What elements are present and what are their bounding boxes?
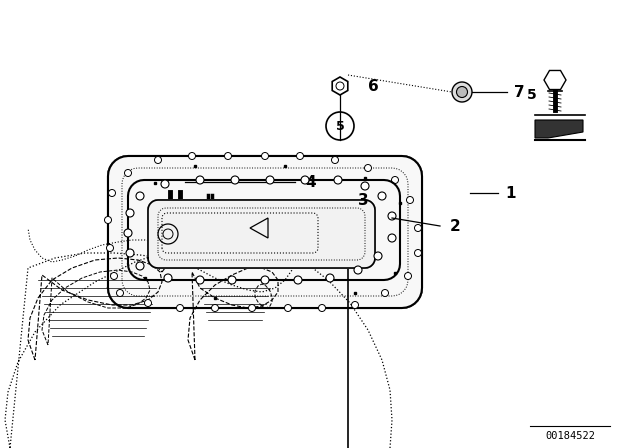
Circle shape — [392, 177, 399, 184]
Circle shape — [374, 252, 382, 260]
Circle shape — [231, 176, 239, 184]
Circle shape — [196, 176, 204, 184]
Circle shape — [262, 152, 269, 159]
Circle shape — [404, 272, 412, 280]
Text: 3: 3 — [358, 193, 369, 207]
Circle shape — [388, 212, 396, 220]
Circle shape — [104, 216, 111, 224]
Circle shape — [326, 274, 334, 282]
Polygon shape — [108, 156, 422, 308]
Circle shape — [196, 276, 204, 284]
Circle shape — [294, 276, 302, 284]
Circle shape — [452, 82, 472, 102]
Circle shape — [124, 229, 132, 237]
Circle shape — [261, 276, 269, 284]
Polygon shape — [148, 200, 375, 268]
Circle shape — [161, 180, 169, 188]
Circle shape — [165, 172, 185, 192]
Circle shape — [388, 234, 396, 242]
Circle shape — [301, 176, 309, 184]
Circle shape — [361, 182, 369, 190]
Circle shape — [136, 262, 144, 270]
Circle shape — [228, 276, 236, 284]
Circle shape — [164, 274, 172, 282]
Circle shape — [177, 305, 184, 311]
Circle shape — [106, 245, 113, 251]
Text: 1: 1 — [505, 185, 515, 201]
Circle shape — [456, 86, 467, 98]
Circle shape — [332, 156, 339, 164]
Circle shape — [125, 169, 131, 177]
Circle shape — [109, 190, 115, 197]
Circle shape — [116, 289, 124, 297]
Text: 5: 5 — [335, 120, 344, 133]
Circle shape — [285, 305, 291, 311]
Circle shape — [211, 305, 218, 311]
Circle shape — [296, 152, 303, 159]
Text: 4: 4 — [305, 175, 316, 190]
Circle shape — [354, 266, 362, 274]
Circle shape — [415, 250, 422, 257]
Circle shape — [154, 156, 161, 164]
Circle shape — [126, 209, 134, 217]
Text: 6: 6 — [368, 78, 379, 94]
Circle shape — [351, 302, 358, 309]
Circle shape — [145, 300, 152, 306]
Circle shape — [248, 305, 255, 311]
Text: 2: 2 — [450, 219, 461, 233]
Circle shape — [406, 197, 413, 203]
Circle shape — [415, 224, 422, 232]
Circle shape — [334, 176, 342, 184]
Circle shape — [189, 152, 195, 159]
Text: 7: 7 — [514, 85, 525, 99]
Circle shape — [111, 272, 118, 280]
Circle shape — [381, 289, 388, 297]
Text: 5: 5 — [527, 88, 537, 102]
Circle shape — [326, 112, 354, 140]
Circle shape — [126, 249, 134, 257]
Circle shape — [378, 192, 386, 200]
Circle shape — [319, 305, 326, 311]
Circle shape — [365, 164, 371, 172]
Polygon shape — [535, 120, 583, 138]
Circle shape — [225, 152, 232, 159]
Circle shape — [136, 192, 144, 200]
Text: 00184522: 00184522 — [545, 431, 595, 441]
Circle shape — [266, 176, 274, 184]
